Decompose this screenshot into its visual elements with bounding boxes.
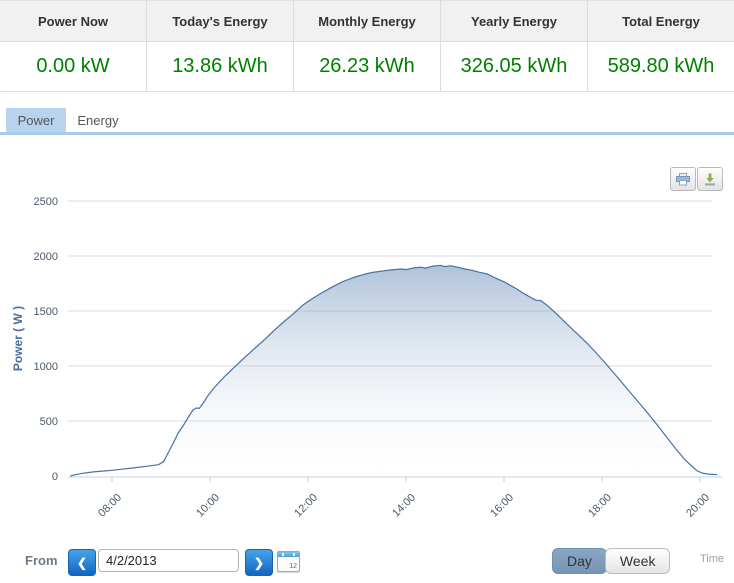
- stat-todays-energy: Today's Energy 13.86 kWh: [147, 1, 294, 91]
- previous-day-button[interactable]: ❮: [68, 549, 96, 576]
- stat-yearly-energy: Yearly Energy 326.05 kWh: [441, 1, 588, 91]
- stats-strip: Power Now 0.00 kW Today's Energy 13.86 k…: [0, 0, 734, 92]
- tab-energy[interactable]: Energy: [66, 108, 130, 132]
- y-axis-title: Power ( W ): [11, 306, 25, 371]
- x-axis-tick-label: 18:00: [586, 492, 614, 520]
- stat-value: 589.80 kWh: [607, 55, 715, 77]
- next-day-button[interactable]: ❯: [245, 549, 273, 576]
- chevron-left-icon: ❮: [76, 555, 88, 570]
- stat-label: Monthly Energy: [294, 1, 440, 42]
- x-axis-tick-label: 20:00: [684, 492, 712, 520]
- stat-value: 0.00 kW: [36, 55, 110, 77]
- y-axis-tick-label: 500: [40, 416, 58, 428]
- range-week-button[interactable]: Week: [604, 548, 671, 574]
- from-label: From: [25, 553, 58, 568]
- power-series-line: [70, 264, 718, 477]
- calendar-day-number: 12: [289, 563, 297, 570]
- y-axis-tick-label: 1500: [34, 306, 58, 318]
- stat-value: 326.05 kWh: [460, 55, 568, 77]
- tab-underline: [0, 132, 734, 135]
- print-chart-button[interactable]: [670, 167, 696, 191]
- tab-power[interactable]: Power: [6, 108, 66, 132]
- calendar-peg: [293, 553, 295, 556]
- calendar-peg: [282, 553, 284, 556]
- x-axis-tick-label: 16:00: [488, 492, 516, 520]
- stat-label: Total Energy: [588, 1, 734, 42]
- y-axis-tick-label: 1000: [34, 361, 58, 373]
- x-axis-tick-label: 14:00: [390, 492, 418, 520]
- stat-value: 26.23 kWh: [319, 55, 415, 77]
- date-input[interactable]: [98, 549, 239, 572]
- calendar-icon: [278, 552, 299, 557]
- stat-monthly-energy: Monthly Energy 26.23 kWh: [294, 1, 441, 91]
- y-axis-tick-label: 0: [52, 471, 58, 483]
- calendar-picker-button[interactable]: 12: [277, 551, 300, 572]
- stat-label: Yearly Energy: [441, 1, 587, 42]
- stat-power-now: Power Now 0.00 kW: [0, 1, 147, 91]
- chevron-right-icon: ❯: [253, 555, 265, 570]
- power-area-fill: [70, 265, 718, 476]
- x-axis-tick-label: 12:00: [292, 492, 320, 520]
- download-chart-button[interactable]: [697, 167, 723, 191]
- printer-icon: [676, 172, 690, 185]
- stat-label: Today's Energy: [147, 1, 293, 42]
- stat-value: 13.86 kWh: [172, 55, 268, 77]
- stat-total-energy: Total Energy 589.80 kWh: [588, 1, 734, 91]
- power-chart: 0 500 1000 1500 2000 2500 08:00 10:00 12:00 14:00…: [11, 196, 722, 520]
- time-label: Time: [700, 553, 725, 565]
- stat-label: Power Now: [0, 1, 146, 42]
- download-icon: [705, 173, 715, 185]
- y-axis-tick-label: 2500: [34, 196, 58, 208]
- footer-controls: From ❮ ❯ 12 Day Week Time: [0, 540, 734, 583]
- range-day-button[interactable]: Day: [552, 548, 607, 574]
- y-axis-tick-label: 2000: [34, 251, 58, 263]
- x-axis-tick-label: 10:00: [194, 492, 222, 520]
- range-selector: Day Week: [552, 548, 671, 574]
- x-axis-tick-label: 08:00: [96, 492, 124, 520]
- chart-tabs: Power Energy: [0, 108, 734, 135]
